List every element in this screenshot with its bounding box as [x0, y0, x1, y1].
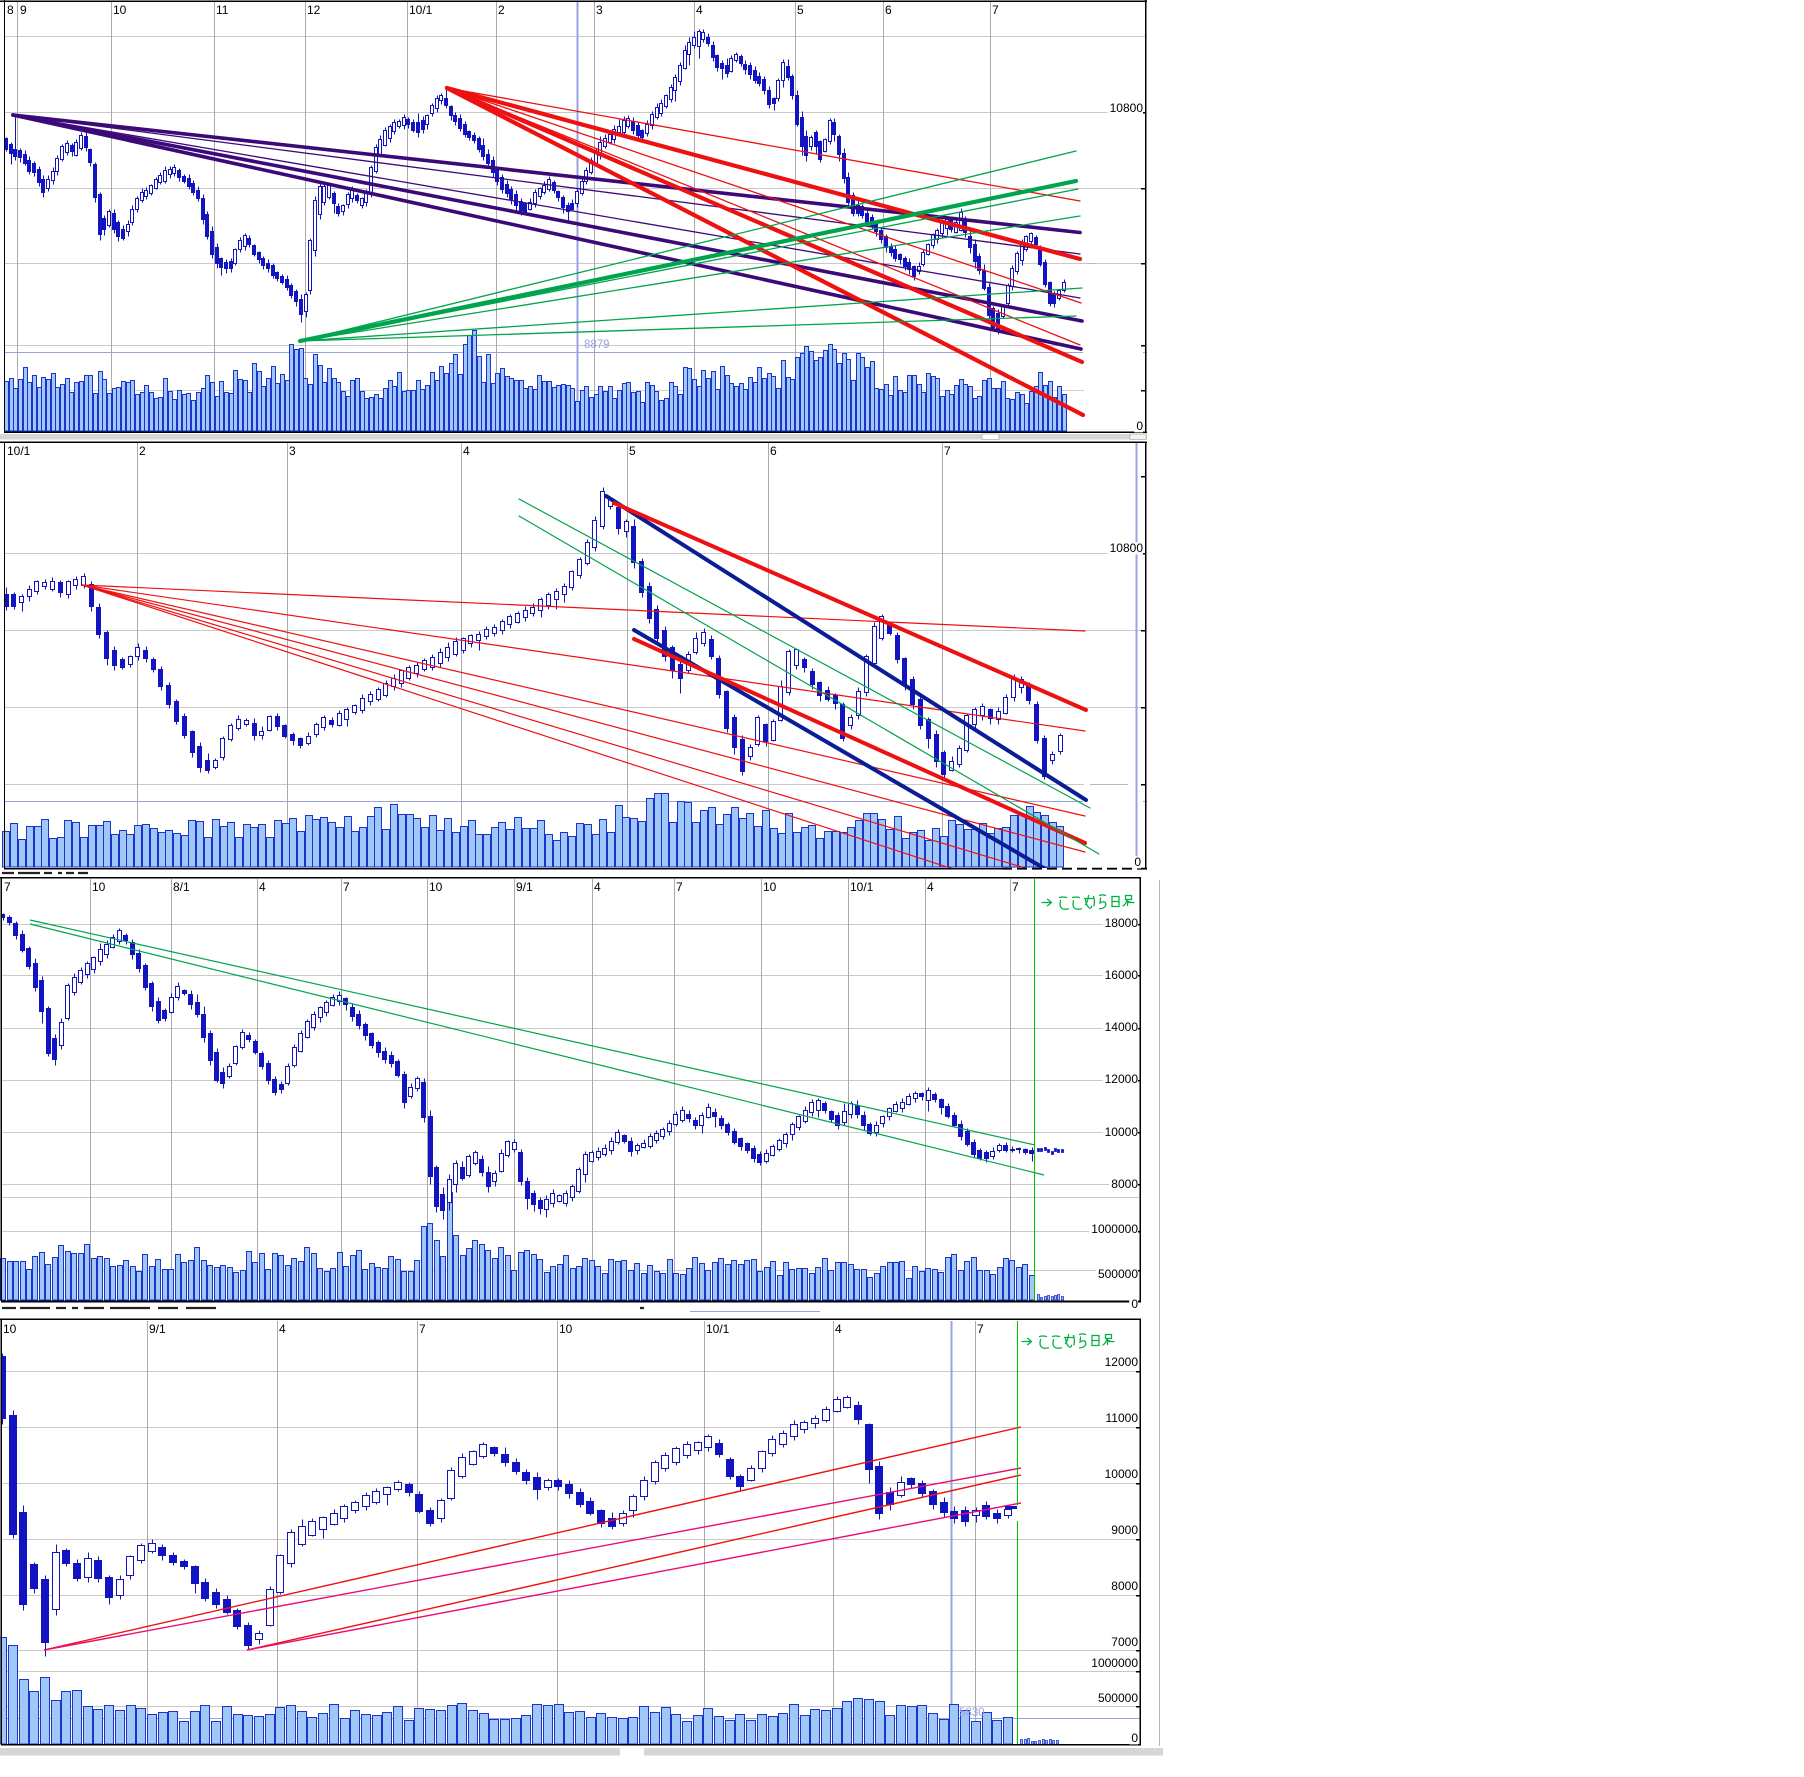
svg-text:500000: 500000 — [1098, 1267, 1138, 1281]
svg-text:11: 11 — [216, 3, 229, 17]
svg-text:7: 7 — [992, 3, 999, 17]
svg-text:0: 0 — [1136, 419, 1143, 433]
svg-text:7: 7 — [1012, 880, 1019, 894]
svg-text:9/1: 9/1 — [149, 1322, 166, 1336]
svg-text:7000: 7000 — [1111, 1635, 1138, 1649]
svg-text:3: 3 — [289, 444, 296, 458]
svg-text:4: 4 — [279, 1322, 286, 1336]
svg-text:4: 4 — [259, 880, 266, 894]
svg-text:5830: 5830 — [959, 1707, 985, 1719]
svg-text:7: 7 — [419, 1322, 426, 1336]
svg-text:7: 7 — [4, 880, 11, 894]
svg-text:10000: 10000 — [1105, 1467, 1139, 1481]
svg-text:5: 5 — [797, 3, 804, 17]
svg-text:16000: 16000 — [1105, 968, 1139, 982]
svg-text:10: 10 — [763, 880, 777, 894]
svg-text:7: 7 — [944, 444, 951, 458]
svg-text:18000: 18000 — [1105, 916, 1139, 930]
svg-text:14000: 14000 — [1105, 1020, 1139, 1034]
svg-text:6: 6 — [770, 444, 777, 458]
svg-text:10: 10 — [559, 1322, 573, 1336]
svg-text:0: 0 — [1131, 1731, 1138, 1745]
svg-text:12: 12 — [307, 3, 321, 17]
svg-text:12000: 12000 — [1105, 1072, 1139, 1086]
svg-text:10: 10 — [92, 880, 106, 894]
svg-text:10000: 10000 — [1105, 1125, 1139, 1139]
svg-text:10/1: 10/1 — [706, 1322, 730, 1336]
svg-text:10800: 10800 — [1110, 101, 1144, 115]
svg-text:9000: 9000 — [1111, 1523, 1138, 1537]
svg-text:4: 4 — [696, 3, 703, 17]
svg-text:7: 7 — [343, 880, 350, 894]
svg-text:10: 10 — [429, 880, 443, 894]
svg-text:8000: 8000 — [1111, 1579, 1138, 1593]
svg-text:5: 5 — [629, 444, 636, 458]
svg-text:4: 4 — [594, 880, 601, 894]
svg-text:11000: 11000 — [1106, 1411, 1139, 1425]
svg-text:10: 10 — [3, 1322, 17, 1336]
svg-text:0: 0 — [1134, 855, 1141, 869]
svg-text:9/1: 9/1 — [516, 880, 533, 894]
svg-text:2: 2 — [498, 3, 505, 17]
svg-text:10800: 10800 — [1110, 541, 1144, 555]
svg-text:500000: 500000 — [1098, 1691, 1138, 1705]
svg-text:4: 4 — [835, 1322, 842, 1336]
svg-text:8: 8 — [7, 3, 14, 17]
svg-text:3: 3 — [596, 3, 603, 17]
svg-text:8000: 8000 — [1111, 1177, 1138, 1191]
svg-text:2: 2 — [139, 444, 146, 458]
svg-text:10: 10 — [113, 3, 127, 17]
svg-text:8/1: 8/1 — [173, 880, 190, 894]
svg-text:8879: 8879 — [584, 339, 610, 351]
svg-text:4: 4 — [463, 444, 470, 458]
svg-text:7: 7 — [676, 880, 683, 894]
svg-text:0: 0 — [1131, 1297, 1138, 1311]
svg-text:1000000: 1000000 — [1091, 1656, 1138, 1670]
svg-text:7: 7 — [977, 1322, 984, 1336]
svg-text:6: 6 — [885, 3, 892, 17]
svg-text:9: 9 — [20, 3, 27, 17]
svg-text:4: 4 — [927, 880, 934, 894]
svg-text:10/1: 10/1 — [850, 880, 874, 894]
svg-text:12000: 12000 — [1105, 1355, 1139, 1369]
svg-text:10/1: 10/1 — [7, 444, 31, 458]
svg-text:1000000: 1000000 — [1091, 1222, 1138, 1236]
svg-text:10/1: 10/1 — [409, 3, 433, 17]
